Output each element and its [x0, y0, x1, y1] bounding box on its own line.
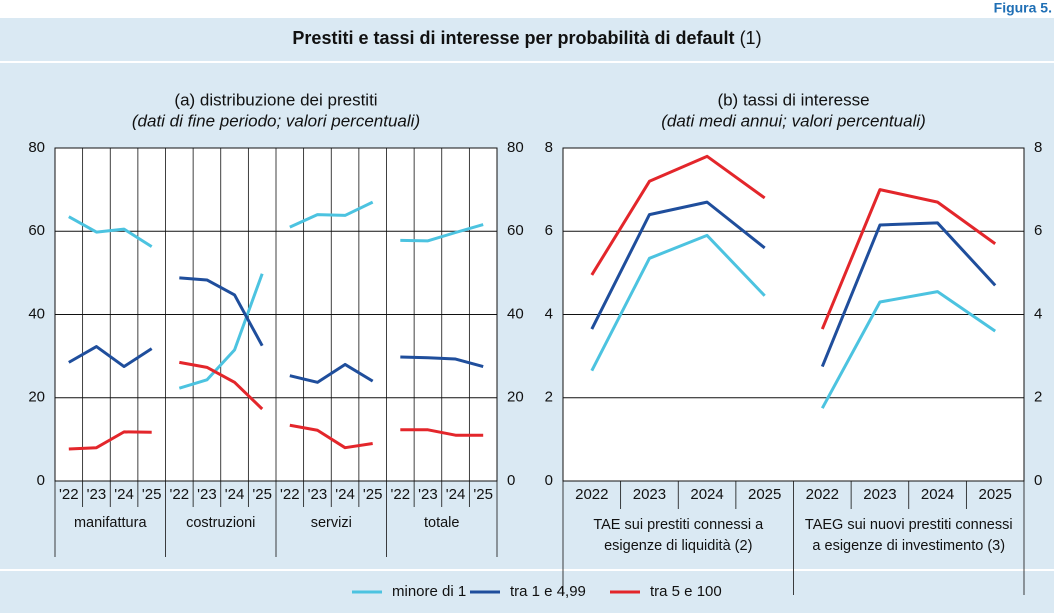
group-label: totale	[424, 515, 459, 531]
x-tick-label: 2022	[575, 486, 608, 503]
x-tick-label: '22	[59, 486, 79, 503]
series-line	[590, 233, 766, 372]
series-line	[179, 276, 264, 347]
figure-label: Figura 5.	[994, 0, 1052, 16]
x-tick-label: 2023	[863, 486, 896, 503]
x-tick-label: '25	[473, 486, 493, 503]
series-line	[68, 345, 153, 369]
group-label: manifattura	[74, 515, 147, 531]
group-label: TAE sui prestiti connessi a	[593, 517, 764, 533]
group-label: a esigenze di investimento (3)	[812, 538, 1005, 554]
series-line	[68, 215, 153, 248]
y2-tick-label: 0	[1034, 472, 1042, 489]
x-tick-label: 2023	[633, 486, 666, 503]
x-tick-label: '23	[197, 486, 217, 503]
series-line	[400, 428, 484, 437]
series-line	[178, 273, 264, 390]
x-tick-label: '24	[225, 486, 245, 503]
top-strip	[0, 0, 1054, 18]
x-tick-label: '24	[446, 486, 466, 503]
series-line	[179, 360, 264, 411]
figure-title: Prestiti e tassi di interesse per probab…	[292, 28, 761, 48]
x-tick-label: '24	[114, 486, 134, 503]
x-tick-label: '22	[280, 486, 300, 503]
panel-title: (b) tassi di interesse	[717, 90, 869, 109]
y2-tick-label: 40	[507, 305, 524, 322]
series-line	[820, 290, 997, 409]
series-line	[400, 355, 484, 368]
y2-tick-label: 20	[507, 389, 524, 406]
series-line	[68, 430, 152, 451]
x-tick-label: '24	[335, 486, 355, 503]
x-tick-label: '23	[87, 486, 107, 503]
x-tick-label: 2024	[690, 486, 723, 503]
series-line	[590, 200, 766, 330]
group-label: esigenze di liquidità (2)	[604, 538, 752, 554]
x-tick-label: '22	[170, 486, 190, 503]
y2-tick-label: 80	[507, 139, 524, 156]
y2-tick-label: 8	[1034, 139, 1042, 156]
panel-subtitle: (dati medi annui; valori percentuali)	[661, 111, 926, 130]
x-tick-label: 2024	[921, 486, 954, 503]
group-label: servizi	[311, 515, 352, 531]
x-tick-label: '22	[391, 486, 411, 503]
title-main: Prestiti e tassi di interesse per probab…	[292, 28, 734, 48]
x-tick-label: '25	[363, 486, 383, 503]
series-line	[289, 200, 374, 229]
y-tick-label: 40	[28, 305, 45, 322]
y2-tick-label: 2	[1034, 389, 1042, 406]
y2-tick-label: 0	[507, 472, 515, 489]
title-note: (1)	[740, 28, 762, 48]
y-tick-label: 0	[545, 472, 553, 489]
series-line	[820, 188, 997, 330]
x-tick-label: 2022	[806, 486, 839, 503]
y-tick-label: 4	[545, 305, 553, 322]
legend-label: tra 1 e 4,99	[510, 583, 586, 600]
y-tick-label: 6	[545, 222, 553, 239]
panel-title: (a) distribuzione dei prestiti	[174, 90, 377, 109]
legend-label: minore di 1	[392, 583, 466, 600]
x-tick-label: '25	[252, 486, 272, 503]
series-line	[289, 423, 373, 450]
y-tick-label: 80	[28, 139, 45, 156]
y2-tick-label: 60	[507, 222, 524, 239]
series-line	[590, 154, 766, 276]
y-tick-label: 20	[28, 389, 45, 406]
group-label: costruzioni	[186, 515, 255, 531]
x-tick-label: 2025	[748, 486, 781, 503]
y-tick-label: 2	[545, 389, 553, 406]
x-tick-label: '23	[308, 486, 328, 503]
x-tick-label: '25	[142, 486, 162, 503]
series-line	[400, 223, 484, 243]
x-tick-label: '23	[418, 486, 438, 503]
y-tick-label: 60	[28, 222, 45, 239]
y2-tick-label: 6	[1034, 222, 1042, 239]
panel-subtitle: (dati di fine periodo; valori percentual…	[132, 111, 420, 130]
legend-label: tra 5 e 100	[650, 583, 722, 600]
x-tick-label: 2025	[979, 486, 1012, 503]
y-tick-label: 0	[37, 472, 45, 489]
series-line	[289, 362, 374, 384]
y2-tick-label: 4	[1034, 305, 1042, 322]
y-tick-label: 8	[545, 139, 553, 156]
series-line	[820, 221, 997, 368]
group-label: TAEG sui nuovi prestiti connessi	[805, 517, 1013, 533]
